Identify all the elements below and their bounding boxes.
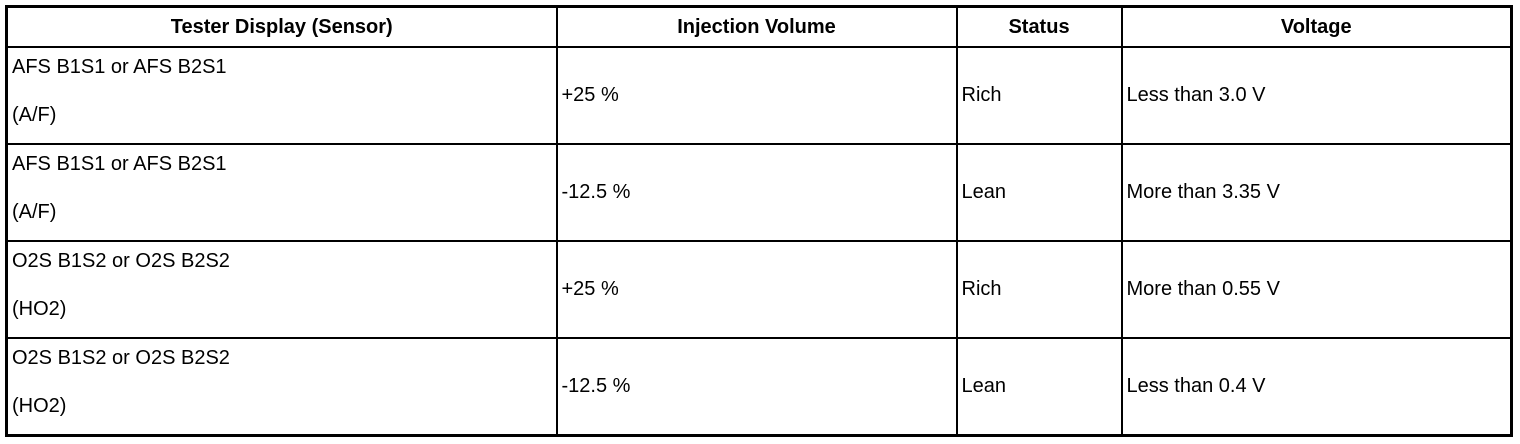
cell-line: (A/F) <box>12 104 57 126</box>
table-cell: Rich <box>955 46 1123 145</box>
table-cell: Less than 3.0 V <box>1120 46 1513 145</box>
table-cell: Less than 0.4 V <box>1120 336 1513 437</box>
table-cell: More than 0.55 V <box>1120 239 1513 339</box>
cell-line: AFS B1S1 or AFS B2S1 <box>12 152 227 175</box>
header-cell: Injection Volume <box>555 5 958 48</box>
table-cell: +25 % <box>555 46 958 145</box>
sensor-cell: O2S B1S2 or O2S B2S2 (HO2) <box>5 239 558 339</box>
cell-line: (HO2) <box>12 297 67 320</box>
header-cell: Tester Display (Sensor) <box>5 5 558 48</box>
table-cell: Rich <box>955 239 1123 339</box>
table-row: AFS B1S1 or AFS B2S1 (A/F) -12.5 % Lean More… <box>5 142 1513 242</box>
cell-line: (A/F) <box>12 200 57 223</box>
table-row: O2S B1S2 or O2S B2S2 (HO2) -12.5 % Lean Less… <box>5 336 1513 437</box>
sensor-cell: AFS B1S1 or AFS B2S1 (A/F) <box>5 46 558 145</box>
sensor-cell: O2S B1S2 or O2S B2S2 (HO2) <box>5 336 558 437</box>
header-cell: Voltage <box>1120 5 1513 48</box>
table-cell: -12.5 % <box>555 142 958 242</box>
table-row: O2S B1S2 or O2S B2S2 (HO2) +25 % Rich More t… <box>5 239 1513 339</box>
cell-line: O2S B1S2 or O2S B2S2 <box>12 249 230 272</box>
table-row: AFS B1S1 or AFS B2S1 (A/F) +25 % Rich Less t… <box>5 46 1513 145</box>
table-cell: Lean <box>955 142 1123 242</box>
header-row: Tester Display (Sensor) Injection Volume S… <box>5 5 1513 48</box>
cell-line: (HO2) <box>12 394 67 417</box>
table-cell: More than 3.35 V <box>1120 142 1513 242</box>
cell-line: AFS B1S1 or AFS B2S1 <box>12 56 227 78</box>
sensor-cell: AFS B1S1 or AFS B2S1 (A/F) <box>5 142 558 242</box>
table-body: AFS B1S1 or AFS B2S1 (A/F) +25 % Rich Less t… <box>5 46 1513 437</box>
cell-line: O2S B1S2 or O2S B2S2 <box>12 346 230 369</box>
table-cell: Lean <box>955 336 1123 437</box>
header-cell: Status <box>955 5 1123 48</box>
spec-table: Tester Display (Sensor) Injection Volume S… <box>5 5 1513 437</box>
table-cell: -12.5 % <box>555 336 958 437</box>
table-cell: +25 % <box>555 239 958 339</box>
